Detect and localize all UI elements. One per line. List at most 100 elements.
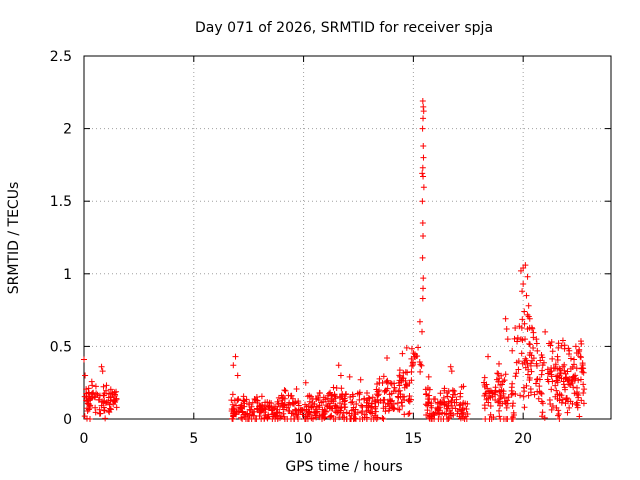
data-point	[519, 288, 526, 295]
data-point	[361, 395, 368, 402]
data-point	[327, 413, 334, 420]
data-point	[384, 355, 391, 362]
data-point	[522, 262, 529, 269]
data-point	[552, 361, 559, 368]
x-tick-label: 10	[295, 431, 313, 447]
data-point	[554, 395, 561, 402]
data-point	[496, 413, 503, 420]
data-point	[482, 416, 489, 422]
data-point	[533, 336, 540, 343]
data-point	[541, 414, 548, 421]
data-point	[290, 415, 297, 422]
data-point	[408, 377, 415, 384]
data-point	[101, 398, 108, 405]
data-point	[509, 414, 516, 421]
data-point	[437, 390, 444, 397]
data-point	[231, 410, 238, 417]
data-point	[489, 393, 496, 400]
data-point	[493, 376, 500, 383]
data-point	[280, 406, 287, 413]
data-point	[513, 370, 520, 377]
data-point	[420, 115, 427, 122]
data-point	[512, 325, 519, 332]
data-point	[556, 416, 563, 422]
data-point	[488, 416, 495, 422]
data-point	[419, 254, 426, 261]
data-point	[432, 409, 439, 416]
data-point	[561, 345, 568, 352]
data-point	[368, 400, 375, 407]
data-point	[305, 402, 312, 409]
data-point	[342, 404, 349, 411]
data-point	[574, 399, 581, 406]
data-point	[269, 410, 276, 417]
data-point	[399, 402, 406, 409]
data-point	[342, 397, 349, 404]
data-point	[536, 388, 543, 395]
data-point	[570, 384, 577, 391]
data-point	[287, 392, 294, 399]
data-point	[246, 406, 253, 413]
y-tick-label: 2.5	[50, 49, 72, 65]
data-point	[571, 356, 578, 363]
data-point	[388, 397, 395, 404]
data-point	[356, 396, 363, 403]
data-point	[545, 370, 552, 377]
data-point	[381, 396, 388, 403]
data-point	[290, 410, 297, 417]
data-point	[381, 388, 388, 395]
data-point	[580, 400, 587, 407]
data-point	[539, 400, 546, 407]
data-point	[526, 374, 533, 381]
data-point	[281, 387, 288, 394]
data-point	[312, 406, 319, 413]
data-point	[549, 355, 556, 362]
data-point	[497, 416, 504, 422]
data-point	[253, 405, 260, 412]
data-point	[323, 402, 330, 409]
data-point	[405, 397, 412, 404]
data-point	[229, 391, 236, 398]
data-point	[546, 340, 553, 347]
data-point	[229, 415, 236, 422]
data-point	[311, 400, 318, 407]
data-point	[481, 402, 488, 409]
data-point	[574, 402, 581, 409]
data-point	[295, 399, 302, 406]
data-point	[503, 404, 510, 411]
data-point	[502, 315, 509, 322]
data-point	[107, 406, 114, 413]
data-point	[92, 409, 99, 416]
data-point	[527, 389, 534, 396]
data-point	[405, 411, 412, 418]
data-point	[276, 415, 283, 422]
data-point	[419, 198, 426, 205]
data-point	[354, 390, 361, 397]
data-point	[521, 308, 528, 315]
data-point	[549, 348, 556, 355]
data-point	[430, 396, 437, 403]
data-point	[577, 354, 584, 361]
data-point	[279, 395, 286, 402]
data-point	[565, 398, 572, 405]
data-point	[448, 368, 455, 375]
data-point	[423, 390, 430, 397]
data-point	[555, 407, 562, 414]
data-point	[383, 378, 390, 385]
data-point	[243, 411, 250, 418]
data-point	[327, 389, 334, 396]
data-point	[92, 404, 99, 411]
data-point	[573, 349, 580, 356]
data-point	[330, 398, 337, 405]
data-point	[524, 273, 531, 280]
data-point	[572, 343, 579, 350]
data-point	[311, 409, 318, 416]
data-point	[316, 412, 323, 419]
data-point	[523, 292, 530, 299]
data-point	[322, 396, 329, 403]
data-point	[409, 359, 416, 366]
data-point	[548, 368, 555, 375]
y-tick-label: 2	[63, 122, 72, 138]
data-point	[496, 402, 503, 409]
data-point	[483, 396, 490, 403]
